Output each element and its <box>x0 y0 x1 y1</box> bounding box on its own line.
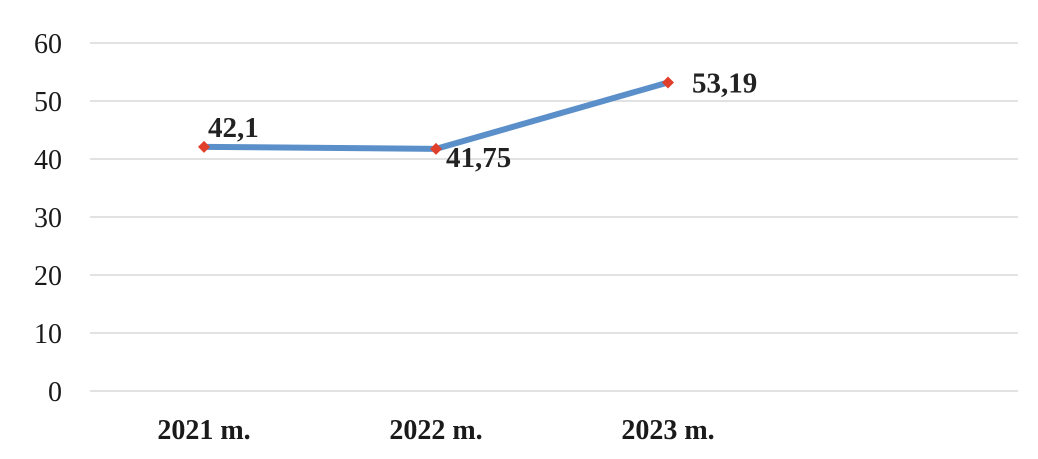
x-tick-label: 2023 m. <box>621 415 714 446</box>
y-tick-label: 60 <box>34 29 62 60</box>
y-tick-label: 40 <box>34 145 62 176</box>
y-tick-label: 20 <box>34 261 62 292</box>
y-tick-label: 10 <box>34 319 62 350</box>
data-point-marker <box>430 142 442 155</box>
y-tick-label: 30 <box>34 203 62 234</box>
y-tick-label: 50 <box>34 87 62 118</box>
data-point-marker <box>662 76 674 89</box>
data-label: 41,75 <box>446 142 511 174</box>
series-line <box>201 79 671 152</box>
y-axis-ticks: 0 10 20 30 40 50 60 <box>34 29 62 408</box>
series-layer <box>198 76 674 155</box>
x-axis-ticks: 2021 m. 2022 m. 2023 m. <box>157 415 714 446</box>
x-tick-label: 2021 m. <box>157 415 250 446</box>
y-tick-label: 0 <box>48 377 62 408</box>
data-label: 53,19 <box>692 67 757 99</box>
data-label: 42,1 <box>208 112 259 144</box>
x-tick-label: 2022 m. <box>389 415 482 446</box>
data-labels: 42,1 41,75 53,19 <box>208 67 757 173</box>
data-point-marker <box>198 140 210 153</box>
gridlines <box>90 42 1018 392</box>
